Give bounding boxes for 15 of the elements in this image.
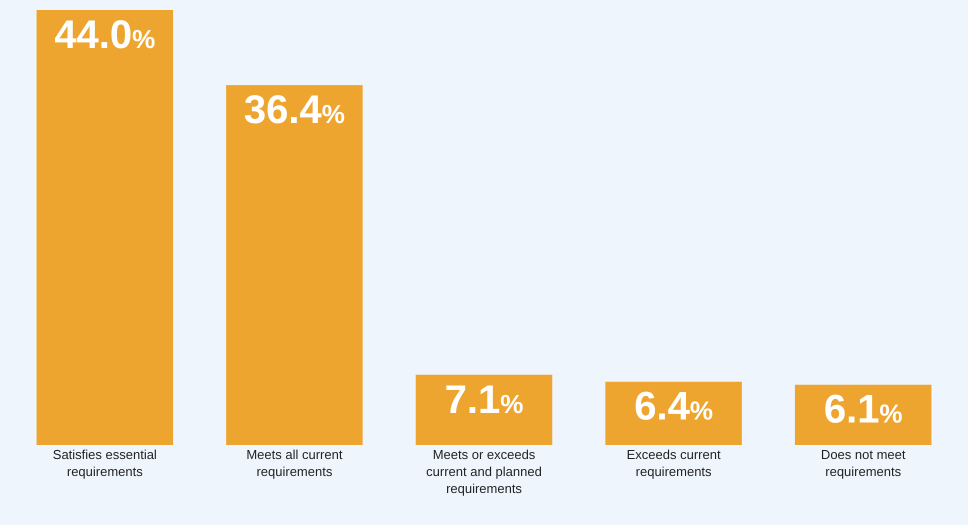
data-label: 36.4% [244, 88, 345, 132]
bar [36, 10, 174, 445]
x-tick-label: Meets all current requirements [246, 447, 343, 479]
data-label: 7.1% [444, 378, 524, 422]
x-tick-label: Does not meet requirements [820, 447, 906, 479]
bar [226, 85, 363, 445]
data-label: 6.4% [634, 384, 713, 429]
x-tick-label: Exceeds current requirements [626, 447, 721, 479]
data-label: 6.1% [824, 388, 903, 432]
bar [605, 382, 742, 445]
x-tick-label: Meets or exceeds current and planned requirements [426, 447, 542, 496]
x-tick-label: Satisfies essential requirements [52, 447, 157, 479]
data-label: 44.0% [54, 13, 156, 57]
bar [794, 384, 932, 445]
bar [416, 374, 552, 445]
